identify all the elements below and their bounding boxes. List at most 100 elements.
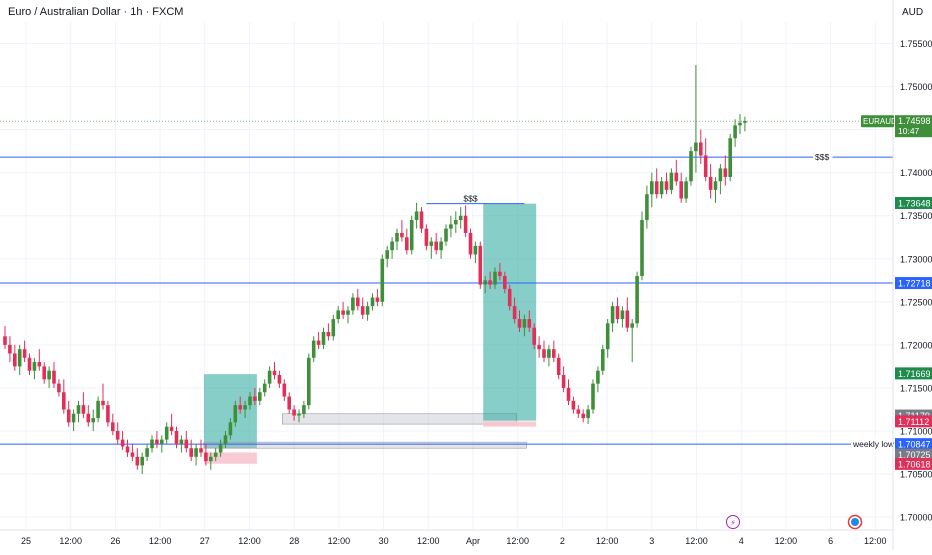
levels[interactable]: $$$weekly low$$$ <box>0 151 907 449</box>
annotation-label: $$$ <box>463 194 477 204</box>
candles <box>0 65 893 474</box>
candle-body <box>185 440 189 449</box>
candle-body <box>547 349 551 358</box>
candle-body <box>420 211 424 228</box>
candle-body <box>356 298 360 307</box>
candle-body <box>150 440 154 449</box>
candle-body <box>312 341 316 358</box>
candle-body <box>601 349 605 371</box>
y-tick-label: 1.72500 <box>900 297 932 307</box>
y-tick-label: 1.75000 <box>900 82 932 92</box>
candle-body <box>204 453 208 462</box>
candle-body <box>498 272 502 276</box>
candle-body <box>542 349 546 358</box>
candle-body <box>155 440 159 444</box>
candle-body <box>483 280 487 284</box>
candle-body <box>699 143 703 156</box>
candle-body <box>405 237 409 250</box>
y-tick-label: 1.70000 <box>900 513 932 523</box>
candle-body <box>381 259 385 302</box>
x-tick-label: 12:00 <box>238 536 261 546</box>
candle-body <box>327 332 331 336</box>
x-tick-label: 12:00 <box>685 536 708 546</box>
candle-body <box>57 384 61 393</box>
candle-body <box>523 319 527 328</box>
candle-body <box>361 306 365 315</box>
candle-body <box>42 366 46 379</box>
candle-body <box>346 310 350 314</box>
candle-body <box>376 298 380 302</box>
candle-body <box>180 440 184 444</box>
candle-body <box>586 409 590 418</box>
candle-body <box>371 298 375 307</box>
candle-body <box>528 319 532 328</box>
candle-body <box>91 418 95 422</box>
candle-body <box>121 440 125 447</box>
candle-body <box>351 298 355 311</box>
candle-body <box>140 457 144 466</box>
x-tick-label: 3 <box>649 536 654 546</box>
candle-body <box>670 173 674 190</box>
candle-body <box>449 224 453 228</box>
price-tag-value: 1.71112 <box>898 417 929 427</box>
level-label: weekly low <box>852 439 895 449</box>
candle-body <box>567 388 571 401</box>
candle-body <box>126 446 130 452</box>
candle-body <box>23 349 27 358</box>
x-tick-label: Apr <box>466 536 480 546</box>
price-tag-value: 1.71669 <box>898 369 931 379</box>
candle-body <box>724 168 728 177</box>
candle-body <box>459 216 463 220</box>
candle-body <box>273 371 277 375</box>
candle-body <box>704 155 708 177</box>
candle-body <box>562 375 566 388</box>
countdown-label: 10:47 <box>898 126 920 136</box>
candle-body <box>18 349 22 366</box>
candle-body <box>8 345 12 354</box>
candle-body <box>96 401 100 418</box>
candle-body <box>297 414 301 416</box>
x-tick-label: 12:00 <box>775 536 798 546</box>
candle-body <box>684 181 688 198</box>
x-tick-label: 27 <box>200 536 210 546</box>
candle-body <box>694 143 698 152</box>
y-tick-label: 1.70500 <box>900 470 932 480</box>
candle-body <box>596 371 600 384</box>
candle-body <box>675 173 679 182</box>
candle-body <box>238 405 242 409</box>
candle-body <box>650 181 654 194</box>
candle-body <box>258 392 262 401</box>
candle-body <box>224 435 228 444</box>
candle-body <box>532 328 536 345</box>
candle-body <box>278 375 282 384</box>
y-tick-label: 1.73500 <box>900 211 932 221</box>
candle-body <box>557 358 561 375</box>
candle-body <box>3 336 7 345</box>
candle-body <box>577 409 581 413</box>
x-tick-label: 26 <box>110 536 120 546</box>
candle-body <box>302 405 306 414</box>
candle-body <box>395 233 399 242</box>
candle-body <box>689 151 693 181</box>
zone-gray <box>204 442 527 448</box>
candle-body <box>513 306 517 319</box>
candle-body <box>336 310 340 319</box>
candle-body <box>77 405 81 414</box>
symbol-tag-label: EURAUD <box>863 117 897 126</box>
candle-body <box>508 289 512 306</box>
candle-body <box>733 125 737 138</box>
price-tag-value: 1.72718 <box>898 279 931 289</box>
candle-body <box>145 448 149 457</box>
candle-body <box>430 242 434 246</box>
candle-body <box>635 276 639 323</box>
y-tick-label: 1.74000 <box>900 168 932 178</box>
x-tick-label: 28 <box>289 536 299 546</box>
x-tick-label: 6 <box>828 536 833 546</box>
price-tag-value: 1.70847 <box>898 440 931 450</box>
candle-body <box>366 306 370 315</box>
candle-body <box>616 306 620 319</box>
candle-body <box>332 319 336 336</box>
candle-body <box>283 384 287 397</box>
